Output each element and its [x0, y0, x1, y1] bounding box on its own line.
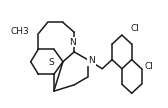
Text: Cl: Cl — [144, 62, 153, 71]
Text: Cl: Cl — [130, 24, 139, 33]
Text: N: N — [69, 38, 75, 47]
Text: S: S — [48, 58, 54, 67]
Text: N: N — [88, 56, 95, 65]
Text: CH3: CH3 — [11, 27, 30, 36]
